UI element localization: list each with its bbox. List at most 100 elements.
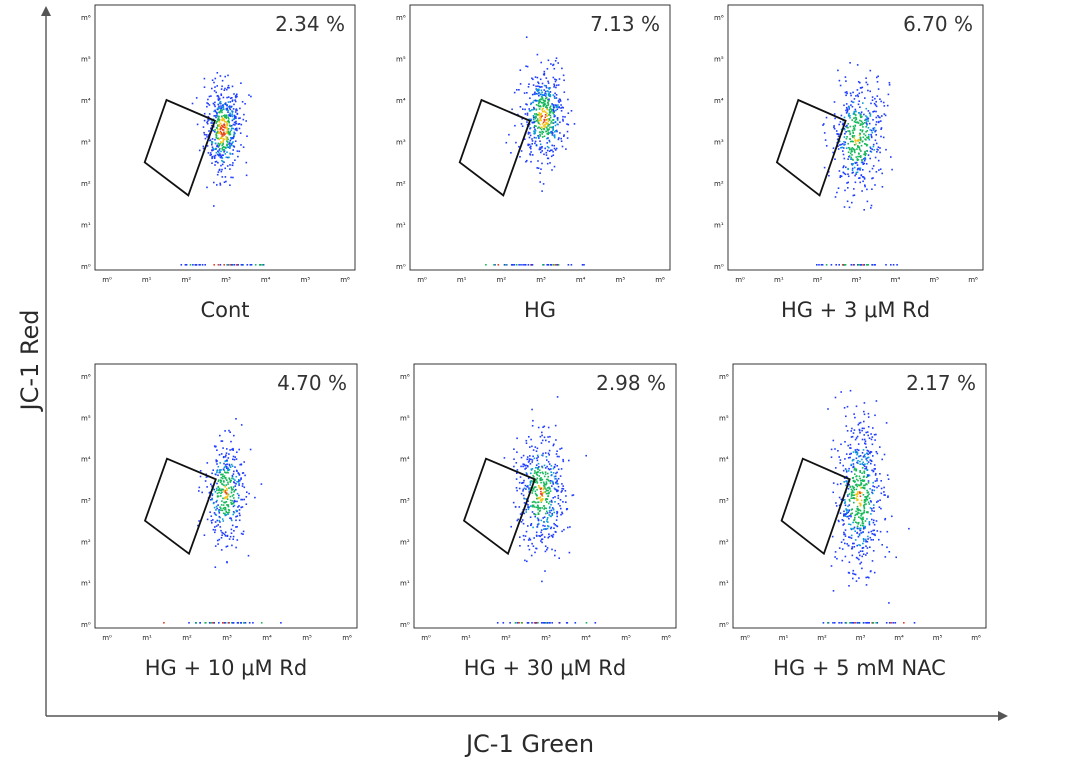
scatter-point xyxy=(558,137,560,139)
scatter-point xyxy=(548,88,551,90)
scatter-point xyxy=(553,83,555,86)
scatter-point xyxy=(555,439,557,441)
scatter-point xyxy=(838,504,841,507)
scatter-point xyxy=(196,123,199,126)
scatter-point xyxy=(544,525,546,527)
scatter-point xyxy=(863,472,866,474)
scatter-point xyxy=(228,133,231,136)
scatter-point xyxy=(856,448,858,451)
scatter-point xyxy=(874,480,877,482)
scatter-point xyxy=(856,158,859,160)
scatter-point xyxy=(516,89,518,91)
scatter-point xyxy=(844,76,847,78)
scatter-point xyxy=(233,103,235,106)
scatter-point xyxy=(840,498,843,501)
scatter-point xyxy=(860,524,862,527)
scatter-point xyxy=(230,532,233,534)
scatter-point xyxy=(218,132,220,134)
scatter-point xyxy=(866,459,868,462)
scatter-point xyxy=(226,487,228,490)
scatter-point xyxy=(533,121,535,123)
scatter-point xyxy=(556,465,558,467)
scatter-point xyxy=(215,147,217,150)
scatter-point xyxy=(863,526,865,529)
scatter-point xyxy=(869,536,872,539)
scatter-point xyxy=(873,433,876,436)
scatter-point xyxy=(862,522,865,525)
scatter-point xyxy=(232,505,235,508)
scatter-point xyxy=(873,149,875,151)
scatter-point xyxy=(872,521,875,524)
scatter-point xyxy=(864,463,866,465)
scatter-point xyxy=(217,108,219,111)
scatter-point xyxy=(229,130,232,133)
x-tick-label: m¹ xyxy=(461,634,471,642)
scatter-point xyxy=(557,84,560,86)
scatter-point xyxy=(550,527,552,530)
scatter-point xyxy=(232,176,234,179)
scatter-point xyxy=(864,443,867,445)
scatter-point xyxy=(211,622,214,624)
scatter-point xyxy=(243,622,245,624)
scatter-point xyxy=(226,512,229,514)
scatter-point xyxy=(219,516,221,519)
scatter-point xyxy=(858,527,861,530)
scatter-point xyxy=(238,127,241,130)
scatter-point xyxy=(540,151,542,154)
scatter-point xyxy=(206,105,208,108)
scatter-point xyxy=(853,526,856,529)
scatter-point xyxy=(238,448,240,451)
scatter-point xyxy=(843,510,845,513)
scatter-point xyxy=(531,140,534,142)
scatter-point xyxy=(543,103,546,106)
scatter-point xyxy=(884,518,886,521)
scatter-point xyxy=(843,264,846,266)
y-tick-label: m⁵ xyxy=(81,414,91,422)
scatter-point xyxy=(880,128,882,130)
scatter-point xyxy=(856,64,859,66)
scatter-point xyxy=(248,492,250,495)
scatter-point xyxy=(556,483,559,485)
scatter-point xyxy=(875,105,878,108)
scatter-point xyxy=(847,544,850,547)
scatter-point xyxy=(842,147,845,149)
scatter-point xyxy=(877,146,880,148)
scatter-point xyxy=(857,103,860,106)
scatter-point xyxy=(834,448,836,450)
scatter-point xyxy=(850,156,852,159)
scatter-point xyxy=(245,174,248,177)
scatter-point xyxy=(543,153,545,156)
scatter-point xyxy=(868,474,871,477)
scatter-point xyxy=(861,427,864,430)
scatter-point xyxy=(528,436,530,438)
scatter-point xyxy=(852,480,855,482)
scatter-point xyxy=(542,487,545,489)
scatter-point xyxy=(870,508,873,510)
scatter-point xyxy=(867,535,869,538)
scatter-point xyxy=(536,494,538,497)
scatter-point xyxy=(219,471,221,474)
scatter-point xyxy=(535,125,537,127)
scatter-point xyxy=(541,109,543,111)
scatter-point xyxy=(222,622,224,624)
scatter-point xyxy=(223,134,226,136)
scatter-point xyxy=(850,463,853,466)
scatter-point xyxy=(857,423,860,426)
scatter-point xyxy=(239,514,241,517)
scatter-point xyxy=(594,622,597,624)
scatter-point xyxy=(866,130,869,132)
scatter-point xyxy=(842,499,845,502)
scatter-point xyxy=(861,567,863,570)
scatter-point xyxy=(842,538,845,541)
scatter-point xyxy=(536,497,538,500)
scatter-point xyxy=(229,264,231,266)
y-tick-label: m³ xyxy=(81,139,91,147)
scatter-point xyxy=(214,138,216,141)
scatter-point xyxy=(862,524,864,527)
scatter-point xyxy=(163,622,165,624)
scatter-point xyxy=(550,264,552,266)
scatter-point xyxy=(532,84,535,86)
scatter-point xyxy=(562,460,565,463)
scatter-point xyxy=(215,136,218,139)
scatter-point xyxy=(535,501,537,504)
